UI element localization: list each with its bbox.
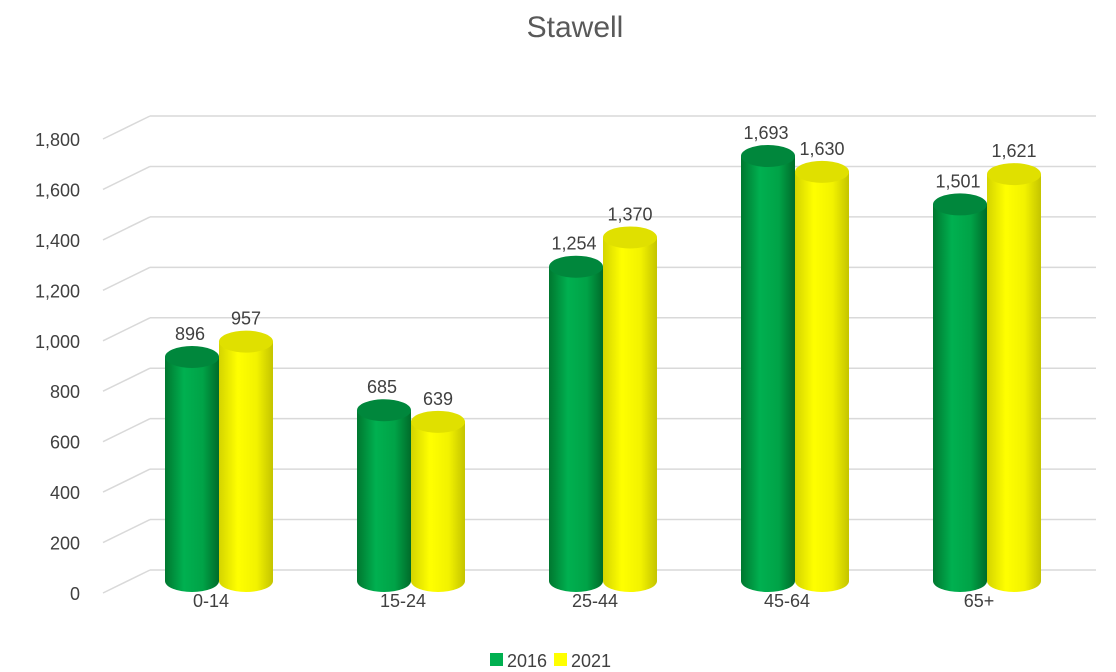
- data-label: 685: [367, 377, 397, 397]
- y-axis-ticks: 0 200 400 600 800 1,000 1,200 1,400 1,600 1,800: [35, 130, 80, 604]
- x-tick-label: 65+: [964, 591, 995, 611]
- bar-2021-25-44: [603, 226, 657, 592]
- data-label: 1,254: [551, 234, 596, 254]
- gridline-diag: [102, 115, 151, 140]
- bar-top: [795, 160, 849, 183]
- x-tick-label: 25-44: [572, 591, 618, 611]
- bar-2016-65+: [933, 193, 987, 593]
- y-tick-label: 600: [50, 433, 80, 453]
- bar-2016-45-64: [741, 144, 795, 592]
- data-label: 1,630: [799, 139, 844, 159]
- data-label: 1,621: [991, 141, 1036, 161]
- bar-top: [987, 163, 1041, 186]
- data-label: 1,370: [607, 204, 652, 224]
- gridline-diag: [102, 569, 151, 594]
- gridline-diag: [102, 165, 151, 191]
- bar-2016-15-24: [357, 399, 411, 592]
- gridline-diag: [102, 317, 151, 342]
- data-label: 957: [231, 309, 261, 329]
- y-tick-label: 200: [50, 534, 80, 554]
- bar-top: [165, 346, 219, 369]
- gridline-diag: [102, 367, 151, 392]
- bar-top: [603, 226, 657, 249]
- bar-body: [549, 266, 603, 592]
- data-label: 639: [423, 389, 453, 409]
- gridline-diag: [102, 468, 151, 493]
- bar-2016-0-14: [165, 346, 219, 592]
- data-label: 896: [175, 324, 205, 344]
- legend-label-2021: 2021: [571, 651, 611, 671]
- bar-body: [411, 421, 465, 592]
- y-tick-label: 800: [50, 382, 80, 402]
- y-tick-label: 1,200: [35, 281, 80, 301]
- bar-body: [357, 410, 411, 592]
- gridline-diag: [102, 266, 151, 292]
- x-tick-label: 0-14: [193, 591, 229, 611]
- bar-top: [741, 144, 795, 167]
- y-tick-label: 1,800: [35, 130, 80, 150]
- legend-swatch-2016: [490, 653, 503, 666]
- bar-top: [219, 330, 273, 353]
- bar-2021-65+: [987, 163, 1041, 593]
- y-tick-label: 1,400: [35, 231, 80, 251]
- legend: 2016 2021: [490, 651, 611, 671]
- y-tick-label: 1,000: [35, 332, 80, 352]
- y-tick-label: 400: [50, 483, 80, 503]
- bar-2016-25-44: [549, 255, 603, 592]
- bar-top: [357, 399, 411, 422]
- bars: [165, 144, 1041, 593]
- bar-top: [549, 255, 603, 278]
- bar-top: [933, 193, 987, 216]
- bar-2021-0-14: [219, 330, 273, 592]
- data-labels: 896 957 685 639 1,254 1,370 1,693 1,630 1,501 1,6…: [175, 123, 1037, 409]
- chart-title: Stawell: [527, 11, 624, 44]
- y-tick-label: 1,600: [35, 180, 80, 200]
- x-tick-label: 45-64: [764, 591, 810, 611]
- data-label: 1,693: [743, 123, 788, 143]
- bar-2021-15-24: [411, 410, 465, 592]
- bar-body: [741, 155, 795, 592]
- bar-body: [933, 204, 987, 593]
- bar-body: [603, 237, 657, 592]
- bar-top: [411, 410, 465, 433]
- bar-body: [795, 171, 849, 592]
- gridline-diag: [102, 417, 151, 443]
- bar-body: [987, 174, 1041, 593]
- legend-swatch-2021: [554, 653, 567, 666]
- y-tick-label: 0: [70, 584, 80, 604]
- bar-body: [219, 341, 273, 592]
- x-tick-label: 15-24: [380, 591, 426, 611]
- bar-body: [165, 357, 219, 592]
- legend-label-2016: 2016: [507, 651, 547, 671]
- data-label: 1,501: [935, 171, 980, 191]
- x-axis-categories: 0-14 15-24 25-44 45-64 65+: [193, 591, 994, 611]
- gridline-diag: [102, 518, 151, 544]
- bar-2021-45-64: [795, 160, 849, 592]
- gridline-diag: [102, 216, 151, 241]
